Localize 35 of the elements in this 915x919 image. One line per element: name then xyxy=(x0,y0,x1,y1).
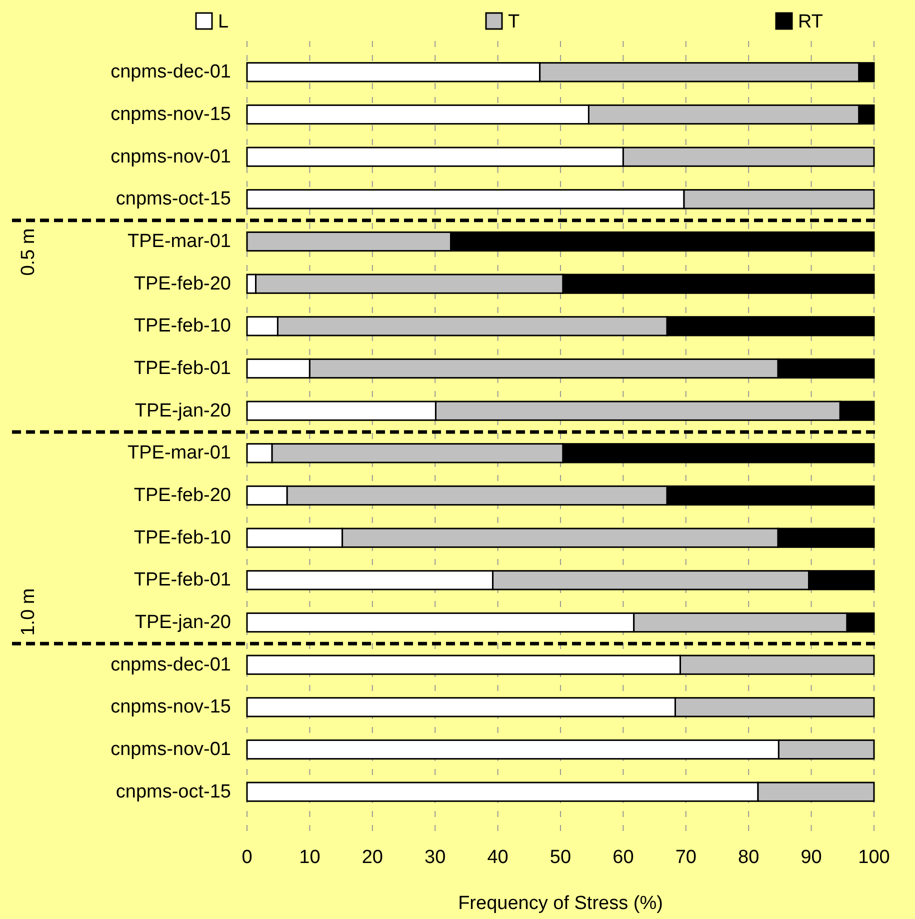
y-tick-label: TPE-jan-20 xyxy=(134,612,231,633)
x-tick-label: 20 xyxy=(362,847,383,868)
text: 1.0 m xyxy=(18,588,39,636)
y-tick-label: TPE-feb-10 xyxy=(134,527,231,548)
x-tick-label: 40 xyxy=(487,847,508,868)
y-tick-label: cnpms-nov-01 xyxy=(110,146,231,168)
x-tick-label: 50 xyxy=(550,847,572,868)
y-tick-label: TPE-feb-01 xyxy=(134,358,231,379)
y-tick-label: cnpms-nov-15 xyxy=(110,696,231,718)
y-tick-label: TPE-mar-01 xyxy=(128,442,231,464)
y-tick-label: TPE-feb-20 xyxy=(134,273,231,294)
legend-label: L xyxy=(218,12,229,32)
x-tick-label: 10 xyxy=(299,847,320,868)
x-tick-label: 90 xyxy=(800,847,822,868)
y-tick-label: cnpms-dec-01 xyxy=(110,62,231,83)
y-tick-label: cnpms-oct-15 xyxy=(116,781,231,802)
legend-label: RT xyxy=(798,12,824,32)
y-tick-label: TPE-feb-10 xyxy=(134,316,231,337)
x-tick-label: 80 xyxy=(738,847,760,868)
y-tick-label: cnpms-nov-15 xyxy=(110,104,231,125)
y-tick-label: cnpms-oct-15 xyxy=(116,188,231,210)
y-tick-label: TPE-feb-01 xyxy=(134,570,231,591)
x-tick-label: 100 xyxy=(858,847,890,868)
x-axis-title: Frequency of Stress (%) xyxy=(458,893,663,914)
x-tick-label: 70 xyxy=(675,847,696,868)
y-tick-label: TPE-feb-20 xyxy=(134,485,231,506)
y-tick-label: TPE-jan-20 xyxy=(134,400,231,422)
x-tick-label: 60 xyxy=(612,847,634,868)
x-tick-label: 0 xyxy=(242,847,252,868)
y-tick-label: cnpms-nov-01 xyxy=(110,739,231,760)
x-tick-label: 30 xyxy=(424,847,446,868)
legend-label: T xyxy=(508,12,520,32)
y-tick-label: cnpms-dec-01 xyxy=(110,654,231,676)
y-tick-label: TPE-mar-01 xyxy=(128,231,231,252)
text: 0.5 m xyxy=(18,228,39,276)
